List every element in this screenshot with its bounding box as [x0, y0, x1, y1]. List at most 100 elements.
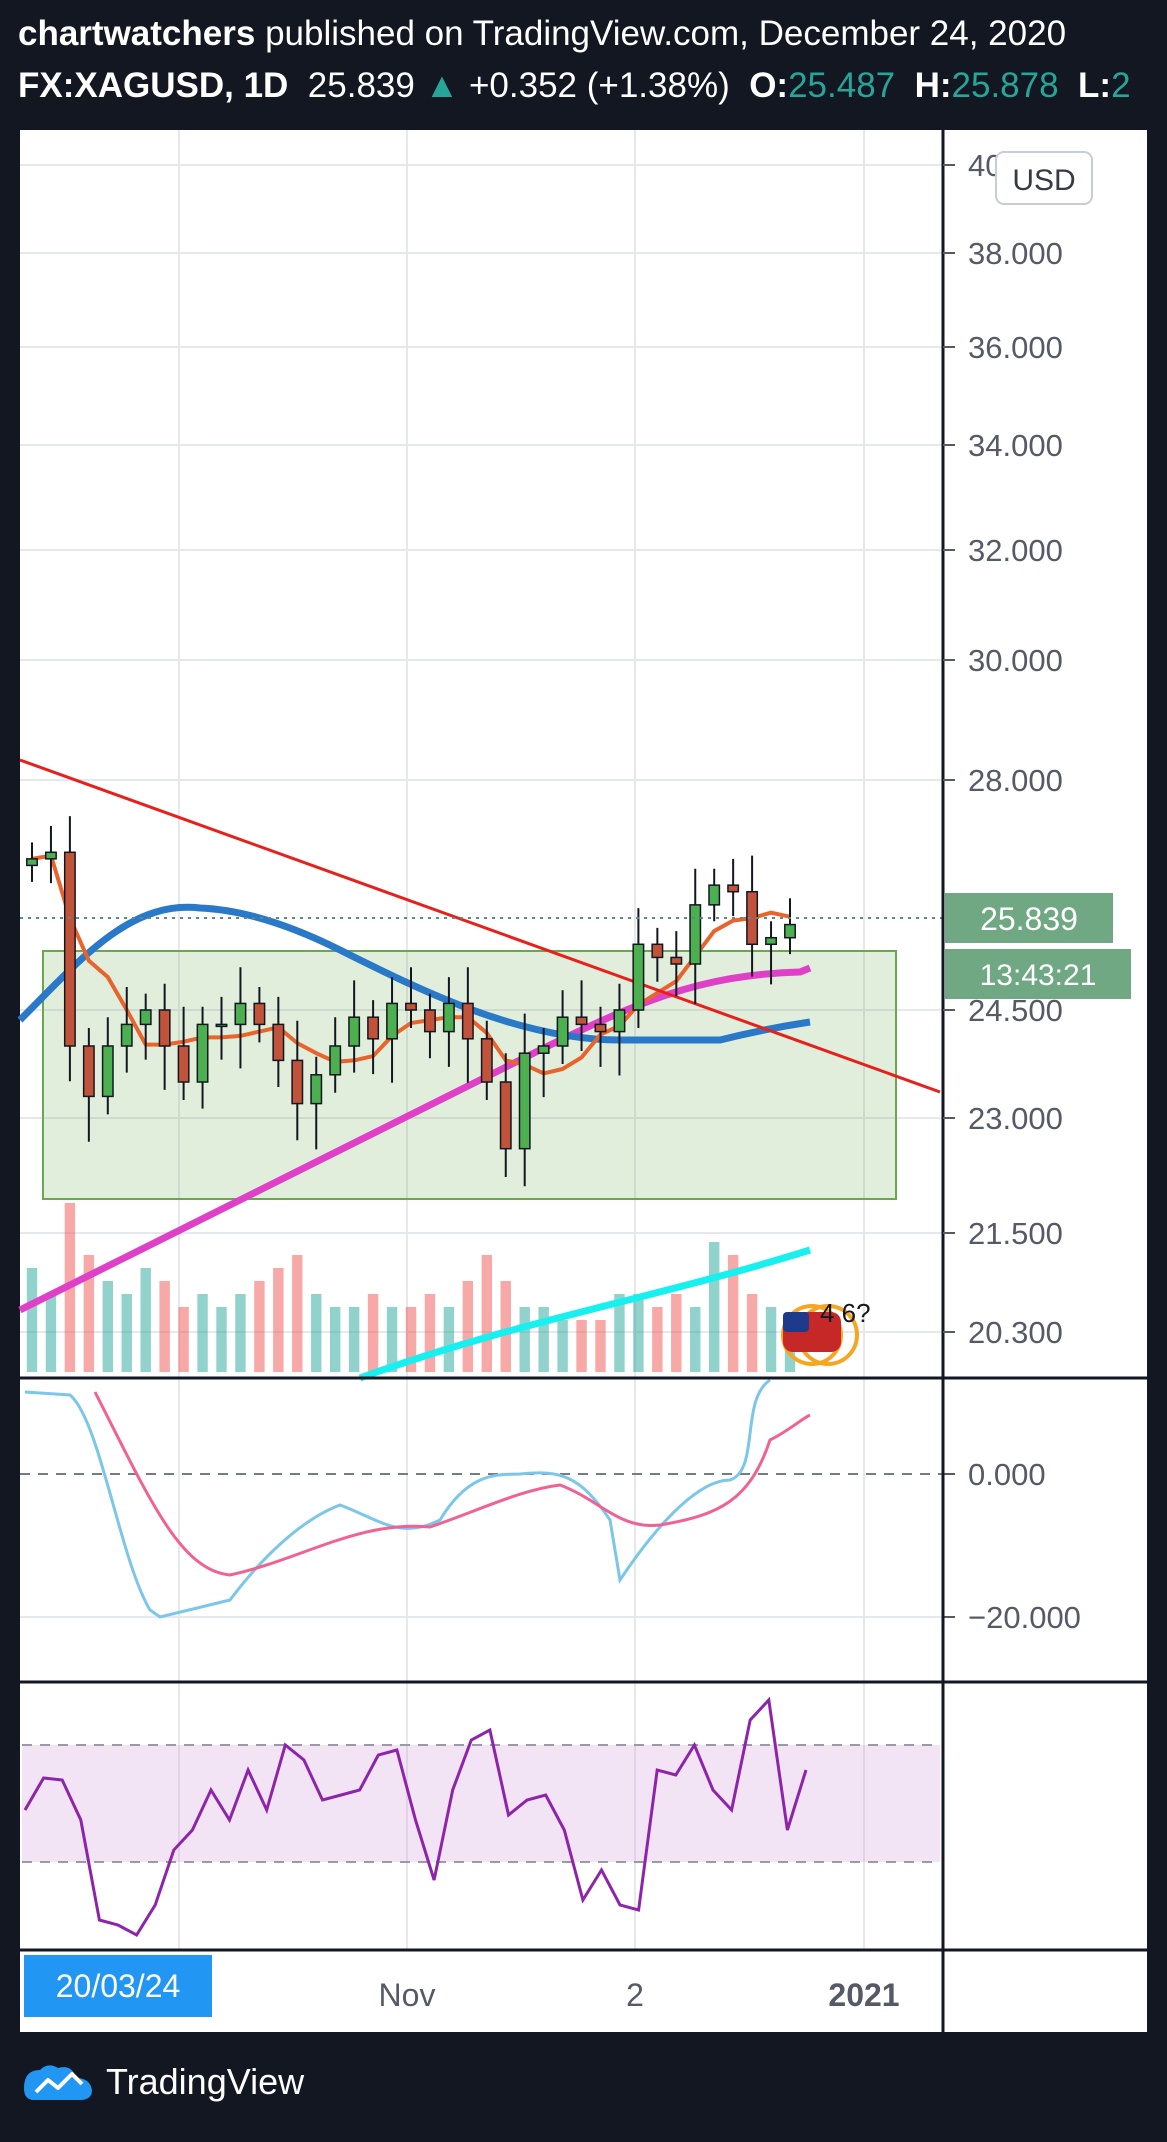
candle-up: [330, 1046, 340, 1075]
candle-up: [140, 1010, 150, 1024]
volume-bar: [425, 1294, 435, 1372]
candle-up: [235, 1003, 245, 1024]
candle-up: [311, 1075, 321, 1104]
volume-bar: [576, 1320, 586, 1372]
candle-up: [709, 885, 719, 905]
candle-up: [46, 852, 56, 859]
candle-down: [576, 1017, 586, 1024]
volume-bar: [349, 1307, 359, 1372]
chart-area[interactable]: 0.000−20.000 40.00038.00036.00034.00032.…: [0, 0, 1167, 2142]
candle-down: [84, 1046, 94, 1096]
volume-bar: [444, 1307, 454, 1372]
volume-bar: [557, 1320, 567, 1372]
candle-up: [197, 1024, 207, 1082]
volume-bar: [595, 1320, 605, 1372]
macd-tick-label: 0.000: [968, 1457, 1046, 1492]
tradingview-brand[interactable]: TradingView: [20, 2060, 304, 2104]
volume-bar: [197, 1294, 207, 1372]
candle-up: [557, 1017, 567, 1046]
volume-bar: [652, 1307, 662, 1372]
candle-down: [463, 1003, 473, 1038]
candle-down: [368, 1017, 378, 1039]
candle-down: [254, 1003, 264, 1024]
price-tick-label: 23.000: [968, 1101, 1063, 1136]
candle-down: [425, 1010, 435, 1032]
candle-up: [387, 1003, 397, 1038]
time-label-2: 2: [626, 1977, 644, 2013]
candle-up: [519, 1053, 529, 1148]
volume-bar: [538, 1307, 548, 1372]
price-tick-label: 30.000: [968, 643, 1063, 678]
candle-up: [349, 1017, 359, 1046]
volume-bar: [46, 1294, 56, 1372]
candle-down: [178, 1046, 188, 1082]
candle-up: [444, 1003, 454, 1031]
candle-down: [652, 944, 662, 957]
volume-bar: [311, 1294, 321, 1372]
volume-bar: [747, 1294, 757, 1372]
price-tick-label: 28.000: [968, 763, 1063, 798]
price-tick-label: 20.300: [968, 1315, 1063, 1350]
price-tick-label: 34.000: [968, 428, 1063, 463]
volume-bar: [235, 1294, 245, 1372]
candle-up: [766, 938, 776, 945]
price-tick-label: 32.000: [968, 533, 1063, 568]
candle-up: [216, 1024, 226, 1026]
time-label-2021: 2021: [828, 1977, 899, 2013]
candle-up: [122, 1024, 132, 1046]
candle-up: [614, 1010, 624, 1032]
volume-bar: [671, 1294, 681, 1372]
volume-bar: [330, 1307, 340, 1372]
volume-bar: [482, 1255, 492, 1372]
currency-label: USD: [1012, 164, 1075, 197]
price-tick-label: 36.000: [968, 330, 1063, 365]
volume-bar: [463, 1281, 473, 1372]
candle-up: [103, 1046, 113, 1096]
candle-down: [501, 1082, 511, 1149]
volume-bar: [292, 1255, 302, 1372]
volume-bar: [178, 1307, 188, 1372]
volume-bar: [501, 1281, 511, 1372]
volume-bar: [709, 1242, 719, 1372]
candle-up: [785, 925, 795, 938]
candle-down: [292, 1060, 302, 1103]
candle-down: [482, 1039, 492, 1082]
volume-bar: [368, 1294, 378, 1372]
tradingview-logo-icon: [20, 2060, 98, 2104]
volume-bar: [633, 1294, 643, 1372]
volume-bar: [159, 1281, 169, 1372]
candle-up: [27, 859, 37, 866]
volume-bar: [216, 1307, 226, 1372]
volume-bar: [519, 1307, 529, 1372]
date-cursor-text: 20/03/24: [56, 1968, 181, 2004]
price-tick-label: 21.500: [968, 1216, 1063, 1251]
candle-down: [65, 852, 75, 1046]
volume-bar: [103, 1281, 113, 1372]
candle-down: [595, 1024, 605, 1031]
volume-bar: [122, 1294, 132, 1372]
rsi-band: [22, 1745, 940, 1862]
last-price-tag-text: 25.839: [980, 901, 1078, 937]
brand-name: TradingView: [106, 2061, 304, 2103]
countdown-tag-text: 13:43:21: [980, 959, 1097, 992]
macd-tick-label: −20.000: [968, 1600, 1081, 1635]
candle-up: [538, 1046, 548, 1053]
candle-down: [159, 1010, 169, 1046]
candle: [65, 816, 75, 1081]
candle-up: [633, 944, 643, 1010]
volume-bar: [273, 1268, 283, 1372]
volume-bar: [690, 1307, 700, 1372]
candle-down: [671, 957, 681, 964]
volume-bar: [27, 1268, 37, 1372]
candle-up: [690, 905, 700, 964]
volume-bar: [254, 1281, 264, 1372]
consolidation-range-box: [43, 951, 896, 1199]
time-label-nov: Nov: [379, 1977, 436, 2013]
volume-bar: [766, 1307, 776, 1372]
price-tick-label: 38.000: [968, 236, 1063, 271]
candle-down: [728, 885, 738, 892]
candle-down: [406, 1003, 416, 1010]
event-badge-text: 4 6?: [820, 1298, 871, 1328]
volume-bar: [140, 1268, 150, 1372]
candle-down: [273, 1024, 283, 1060]
